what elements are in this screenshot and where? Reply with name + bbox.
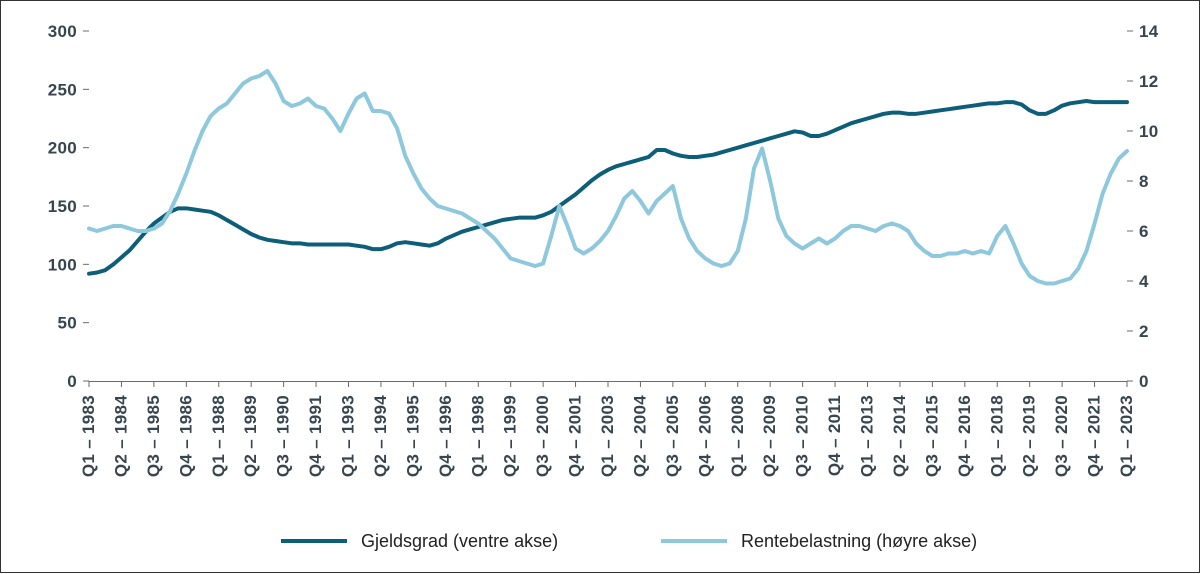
y-left-tick-label: 200 xyxy=(48,139,77,158)
legend-label: Gjeldsgrad (ventre akse) xyxy=(361,531,558,551)
x-tick-label: Q1 – 1983 xyxy=(79,395,98,477)
x-tick-label: Q3 – 1995 xyxy=(403,395,422,477)
y-right-tick-label: 12 xyxy=(1139,72,1159,91)
x-tick-label: Q2 – 1984 xyxy=(111,395,130,477)
x-tick-label: Q3 – 2010 xyxy=(793,395,812,477)
y-left-tick-label: 0 xyxy=(67,372,77,391)
y-right-tick-label: 10 xyxy=(1139,122,1159,141)
y-left-tick-label: 100 xyxy=(48,255,77,274)
x-tick-label: Q1 – 1988 xyxy=(209,395,228,477)
chart-container: 0 50 100 150 200 250 300 0 2 4 6 8 10 12 14 Q1 – 1983 Q2… xyxy=(0,0,1200,573)
x-tick-label: Q3 – 1990 xyxy=(274,395,293,477)
y-right-tick-label: 14 xyxy=(1139,22,1159,41)
x-tick-label: Q4 – 2016 xyxy=(955,395,974,477)
y-left-tick-label: 300 xyxy=(48,22,77,41)
y-left-tick-label: 50 xyxy=(57,314,77,333)
x-tick-label: Q4 – 2006 xyxy=(695,395,714,477)
y-right-tick-label: 8 xyxy=(1139,172,1149,191)
x-tick-label: Q1 – 2013 xyxy=(858,395,877,477)
x-tick-label: Q4 – 1991 xyxy=(306,395,325,477)
series-rentebelastning xyxy=(89,71,1127,284)
x-tick-label: Q1 – 2008 xyxy=(728,395,747,477)
x-tick-label: Q1 – 2018 xyxy=(987,395,1006,477)
legend: Gjeldsgrad (ventre akse) Rentebelastning … xyxy=(281,531,977,551)
y-left-axis: 0 50 100 150 200 250 300 xyxy=(48,22,89,391)
x-tick-label: Q2 – 2009 xyxy=(760,395,779,477)
x-tick-label: Q2 – 1989 xyxy=(241,395,260,477)
x-tick-label: Q4 – 2021 xyxy=(1085,395,1104,477)
y-right-tick-label: 6 xyxy=(1139,222,1149,241)
dual-axis-line-chart: 0 50 100 150 200 250 300 0 2 4 6 8 10 12 14 Q1 – 1983 Q2… xyxy=(1,1,1200,574)
x-tick-label: Q2 – 2014 xyxy=(890,395,909,477)
x-tick-label: Q1 – 1993 xyxy=(339,395,358,477)
x-tick-label: Q4 – 1986 xyxy=(176,395,195,477)
x-tick-label: Q3 – 1985 xyxy=(144,395,163,477)
y-right-tick-label: 0 xyxy=(1139,372,1149,391)
x-tick-label: Q2 – 1999 xyxy=(501,395,520,477)
x-axis: Q1 – 1983 Q2 – 1984 Q3 – 1985 Q4 – 1986 Q1 –… xyxy=(79,381,1136,477)
x-tick-label: Q1 – 2003 xyxy=(598,395,617,477)
x-tick-label: Q3 – 2015 xyxy=(922,395,941,477)
x-tick-label: Q4 – 2001 xyxy=(566,395,585,477)
x-tick-label: Q1 – 1998 xyxy=(468,395,487,477)
y-right-axis: 0 2 4 6 8 10 12 14 xyxy=(1127,22,1159,391)
x-tick-label: Q2 – 2019 xyxy=(1020,395,1039,477)
x-tick-label: Q1 – 2023 xyxy=(1117,395,1136,477)
series-gjeldsgrad xyxy=(89,101,1127,274)
y-left-tick-label: 150 xyxy=(48,197,77,216)
x-tick-label: Q4 – 1996 xyxy=(436,395,455,477)
y-right-tick-label: 2 xyxy=(1139,322,1149,341)
x-tick-label: Q4 – 2011 xyxy=(825,395,844,476)
x-tick-label: Q2 – 1994 xyxy=(371,395,390,477)
x-tick-label: Q2 – 2004 xyxy=(630,395,649,477)
y-left-tick-label: 250 xyxy=(48,80,77,99)
x-tick-label: Q3 – 2000 xyxy=(533,395,552,477)
y-right-tick-label: 4 xyxy=(1139,272,1149,291)
x-tick-label: Q3 – 2005 xyxy=(663,395,682,477)
x-tick-label: Q3 – 2020 xyxy=(1052,395,1071,477)
legend-label: Rentebelastning (høyre akse) xyxy=(741,531,977,551)
